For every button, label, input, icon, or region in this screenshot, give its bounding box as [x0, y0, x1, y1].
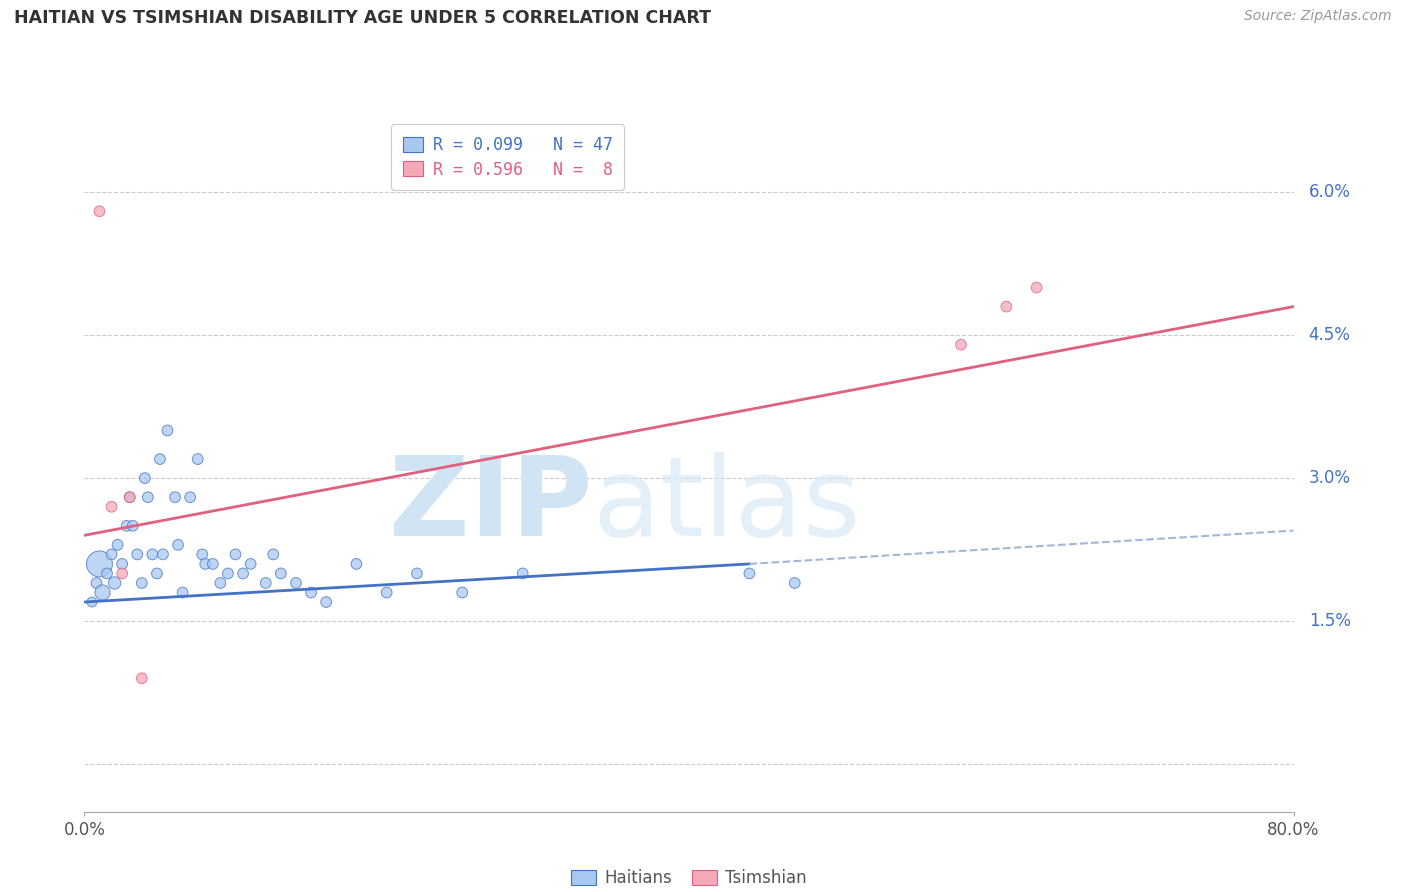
Point — [239, 557, 262, 571]
Point — [315, 595, 337, 609]
Point — [141, 548, 163, 562]
Point — [262, 548, 284, 562]
Point — [194, 557, 217, 571]
Point — [512, 566, 534, 581]
Text: Source: ZipAtlas.com: Source: ZipAtlas.com — [1244, 9, 1392, 23]
Legend: Haitians, Tsimshian: Haitians, Tsimshian — [564, 863, 814, 892]
Point — [187, 452, 209, 467]
Point — [96, 566, 118, 581]
Point — [107, 538, 129, 552]
Point — [152, 548, 174, 562]
Point — [127, 548, 149, 562]
Point — [451, 585, 474, 599]
Point — [149, 452, 172, 467]
Text: ZIP: ZIP — [389, 452, 592, 559]
Point — [783, 576, 806, 591]
Point — [118, 490, 141, 504]
Point — [270, 566, 292, 581]
Point — [225, 548, 247, 562]
Text: 3.0%: 3.0% — [1309, 469, 1351, 487]
Point — [115, 518, 138, 533]
Text: 1.5%: 1.5% — [1309, 612, 1351, 630]
Point — [146, 566, 169, 581]
Point — [299, 585, 322, 599]
Point — [86, 576, 108, 591]
Text: atlas: atlas — [592, 452, 860, 559]
Point — [89, 557, 111, 571]
Point — [284, 576, 308, 591]
Point — [111, 557, 134, 571]
Point — [80, 595, 103, 609]
Point — [738, 566, 761, 581]
Point — [232, 566, 254, 581]
Text: 6.0%: 6.0% — [1309, 183, 1351, 202]
Point — [346, 557, 368, 571]
Point — [179, 490, 201, 504]
Point — [201, 557, 224, 571]
Point — [134, 471, 156, 485]
Point — [121, 518, 143, 533]
Point — [111, 566, 134, 581]
Point — [163, 490, 186, 504]
Point — [136, 490, 159, 504]
Point — [406, 566, 429, 581]
Point — [100, 548, 122, 562]
Point — [100, 500, 122, 514]
Point — [89, 204, 111, 219]
Point — [104, 576, 127, 591]
Point — [209, 576, 232, 591]
Point — [217, 566, 239, 581]
Point — [254, 576, 277, 591]
Point — [172, 585, 194, 599]
Point — [131, 576, 153, 591]
Point — [91, 585, 114, 599]
Point — [118, 490, 141, 504]
Point — [167, 538, 190, 552]
Point — [995, 300, 1018, 314]
Text: 4.5%: 4.5% — [1309, 326, 1351, 344]
Point — [375, 585, 398, 599]
Point — [131, 671, 153, 685]
Text: HAITIAN VS TSIMSHIAN DISABILITY AGE UNDER 5 CORRELATION CHART: HAITIAN VS TSIMSHIAN DISABILITY AGE UNDE… — [14, 9, 711, 27]
Point — [950, 337, 973, 351]
Point — [156, 424, 179, 438]
Point — [191, 548, 214, 562]
Point — [1025, 280, 1047, 294]
